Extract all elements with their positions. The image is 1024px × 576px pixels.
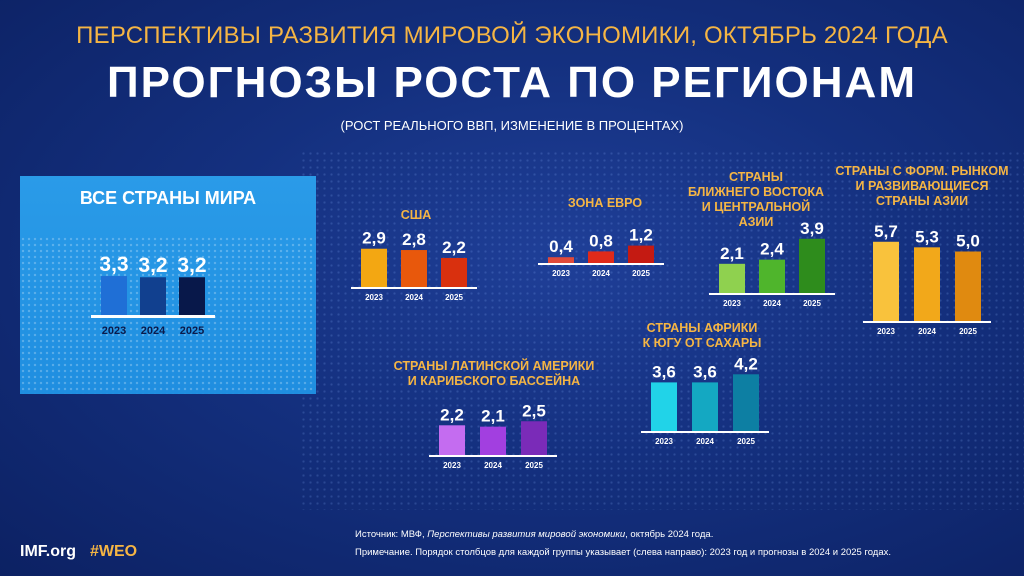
footer-branding: IMF.org #WEO: [20, 543, 137, 561]
us-tick-label: 2023: [365, 293, 383, 302]
world-bar: [179, 277, 205, 315]
latam-tick-label: 2025: [525, 461, 543, 470]
mecas-bar: [799, 239, 825, 293]
euro-bar-value-label: 0,8: [589, 231, 613, 250]
world-tick-label: 2024: [141, 325, 166, 337]
source-suffix: , октябрь 2024 года.: [625, 529, 713, 540]
ssa-bar: [651, 382, 677, 431]
asia-bar: [873, 242, 899, 321]
euro-baseline: [538, 263, 664, 265]
latam-bar: [439, 425, 465, 455]
ssa-tick-label: 2023: [655, 437, 673, 446]
euro-bar: [628, 246, 654, 263]
latam-bar-value-label: 2,1: [481, 407, 505, 426]
source-italic: Перспективы развития мировой экономики: [427, 529, 625, 540]
latam-tick-label: 2024: [484, 461, 502, 470]
mecas-tick-label: 2024: [763, 299, 781, 308]
us-bar: [361, 249, 387, 287]
mecas-baseline: [709, 293, 835, 295]
asia-bar-value-label: 5,0: [956, 232, 980, 251]
us-tick-label: 2024: [405, 293, 423, 302]
euro-tick-label: 2024: [592, 269, 610, 278]
asia-bar: [955, 252, 981, 322]
world-bar-value-label: 3,2: [177, 254, 206, 277]
mecas-tick-label: 2023: [723, 299, 741, 308]
ssa-bar-value-label: 3,6: [693, 362, 717, 381]
asia-bar-value-label: 5,3: [915, 227, 939, 246]
ssa-tick-label: 2024: [696, 437, 714, 446]
asia-tick-label: 2025: [959, 327, 977, 336]
latam-bar-value-label: 2,2: [440, 405, 464, 424]
ssa-bar-value-label: 3,6: [652, 362, 676, 381]
latam-bar: [480, 427, 506, 455]
us-baseline: [351, 287, 477, 289]
asia-baseline: [863, 321, 991, 323]
weo-hashtag[interactable]: #WEO: [90, 543, 137, 560]
world-bar: [140, 277, 166, 315]
world-bar-value-label: 3,3: [99, 253, 128, 276]
latam-baseline: [429, 455, 557, 457]
world-tick-label: 2023: [102, 325, 126, 337]
source-prefix: Источник: МВФ,: [355, 529, 427, 540]
latam-tick-label: 2023: [443, 461, 461, 470]
mecas-bar-value-label: 2,4: [760, 240, 784, 259]
ssa-baseline: [641, 431, 769, 433]
mecas-bar: [719, 264, 745, 293]
asia-tick-label: 2024: [918, 327, 936, 336]
ssa-bar-value-label: 4,2: [734, 354, 758, 373]
us-bar: [441, 258, 467, 287]
mecas-bar: [759, 260, 785, 293]
us-tick-label: 2025: [445, 293, 463, 302]
source-note: Источник: МВФ, Перспективы развития миро…: [355, 529, 713, 540]
asia-tick-label: 2023: [877, 327, 895, 336]
us-bar-value-label: 2,2: [442, 238, 466, 257]
world-tick-label: 2025: [180, 325, 204, 337]
world-bar: [101, 276, 127, 315]
euro-bar: [548, 257, 574, 263]
euro-tick-label: 2023: [552, 269, 570, 278]
euro-bar-value-label: 1,2: [629, 226, 653, 245]
us-bar-value-label: 2,9: [362, 229, 386, 248]
ssa-bar: [733, 374, 759, 431]
world-bar-value-label: 3,2: [138, 254, 167, 277]
mecas-tick-label: 2025: [803, 299, 821, 308]
ssa-bar: [692, 382, 718, 431]
order-note: Примечание. Порядок столбцов для каждой …: [355, 547, 891, 558]
us-bar: [401, 250, 427, 287]
asia-bar: [914, 247, 940, 321]
us-bar-value-label: 2,8: [402, 230, 426, 249]
mecas-bar-value-label: 3,9: [800, 219, 824, 238]
euro-bar: [588, 251, 614, 263]
mecas-bar-value-label: 2,1: [720, 244, 744, 263]
latam-bar: [521, 421, 547, 455]
world-baseline: [91, 315, 215, 318]
euro-tick-label: 2025: [632, 269, 650, 278]
euro-bar-value-label: 0,4: [549, 237, 573, 256]
latam-bar-value-label: 2,5: [522, 401, 546, 420]
imf-site-link[interactable]: IMF.org: [20, 543, 76, 560]
ssa-tick-label: 2025: [737, 437, 755, 446]
asia-bar-value-label: 5,7: [874, 222, 898, 241]
